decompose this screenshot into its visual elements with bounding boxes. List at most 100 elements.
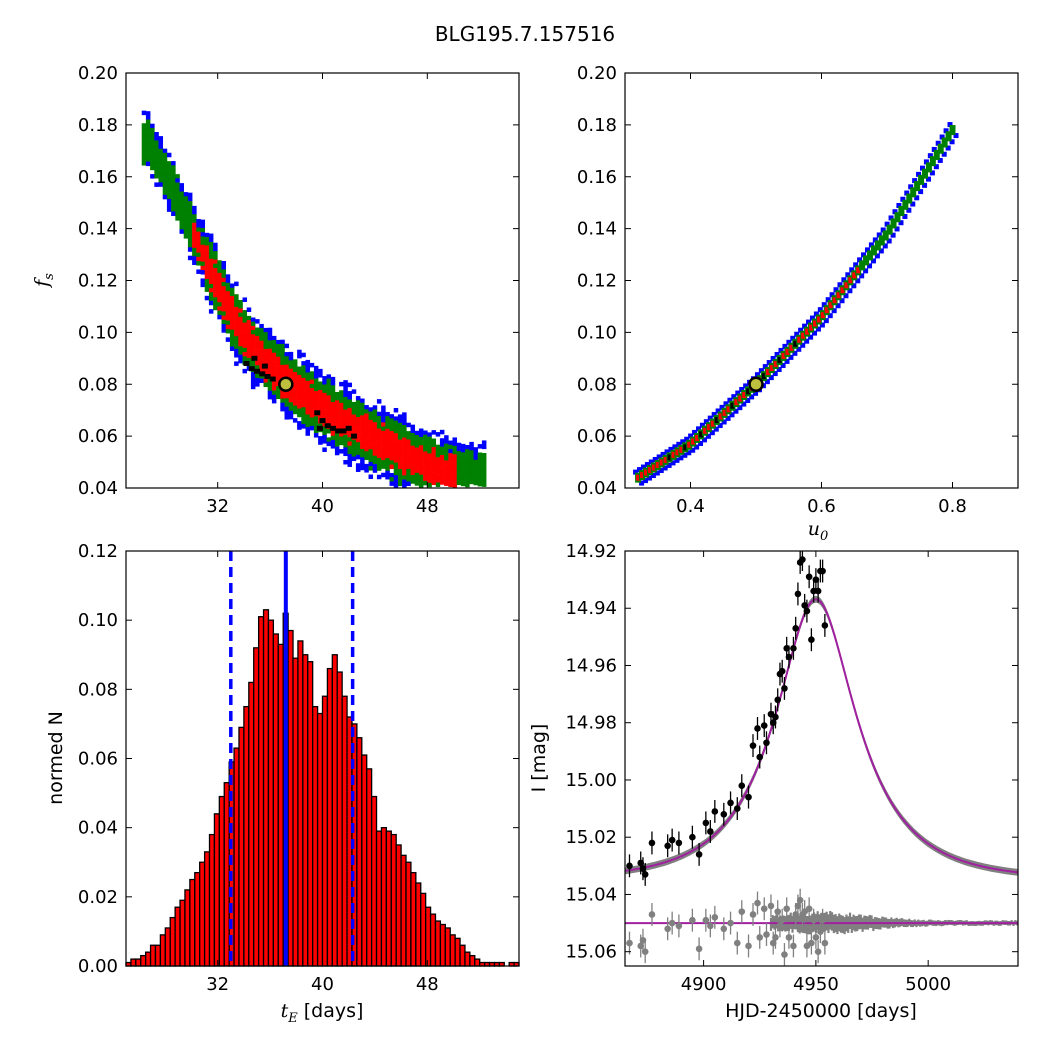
conf-cell-3sigma: [815, 326, 821, 332]
conf-cell-3sigma: [402, 420, 407, 426]
conf-cell-1sigma: [217, 285, 222, 290]
conf-cell-3sigma: [271, 394, 277, 400]
conf-cell-3sigma: [288, 410, 294, 416]
conf-cell-2sigma: [360, 402, 365, 408]
conf-cell-1sigma: [423, 468, 428, 473]
data-point: [781, 685, 788, 692]
hist-bar: [312, 705, 319, 967]
conf-cell-2sigma: [456, 480, 462, 486]
conf-cell-3sigma: [225, 278, 231, 284]
conf-cell-3sigma: [688, 433, 694, 439]
conf-cell-1sigma: [259, 357, 264, 363]
conf-cell-3sigma: [343, 380, 348, 385]
conf-cell-1sigma: [683, 444, 688, 451]
conf-cell-1sigma: [301, 390, 306, 395]
conf-cell-2sigma: [208, 292, 214, 297]
conf-cell-1sigma: [292, 376, 298, 381]
conf-cell-2sigma: [473, 472, 479, 477]
conf-cell-3sigma: [393, 483, 399, 489]
conf-cell-1sigma: [204, 266, 210, 271]
conf-cell-1sigma: [805, 328, 810, 335]
conf-cell-3sigma: [213, 246, 218, 252]
conf-cell-1sigma: [418, 462, 424, 467]
conf-cell-1sigma: [309, 379, 315, 385]
conf-cell-2sigma: [150, 140, 155, 145]
conf-cell-1sigma: [414, 455, 420, 461]
conf-cell-3sigma: [393, 407, 399, 413]
conf-cell-1sigma: [852, 272, 857, 279]
conf-cell-1sigma: [385, 453, 390, 459]
conf-cell-2sigma: [465, 457, 470, 463]
hist-bar: [135, 958, 142, 967]
residual-point: [812, 934, 820, 941]
conf-cell-2sigma: [162, 173, 168, 179]
conf-cell-3sigma: [309, 425, 315, 431]
hist-bar: [434, 920, 442, 967]
y-tick-label: 15.06: [565, 942, 617, 963]
conf-cell-2sigma: [276, 344, 281, 349]
conf-cell-1sigma: [250, 338, 256, 343]
conf-cell-3sigma: [670, 460, 676, 466]
conf-cell-3sigma: [452, 437, 458, 442]
conf-cell-1sigma: [647, 467, 652, 474]
conf-cell-3sigma: [876, 232, 882, 238]
conf-cell-2sigma: [187, 230, 193, 235]
conf-cell-1sigma: [385, 441, 390, 446]
hist-bar: [307, 661, 314, 967]
conf-cell-2sigma: [393, 470, 399, 476]
y-tick-label: 0.12: [577, 271, 617, 292]
conf-cell-1sigma: [238, 329, 243, 334]
conf-cell-1sigma: [263, 369, 269, 375]
conf-cell-1sigma: [309, 392, 315, 397]
conf-cell-3sigma: [741, 401, 747, 407]
conf-cell-2sigma: [886, 224, 893, 235]
conf-cell-3sigma: [297, 421, 302, 426]
conf-cell-2sigma: [477, 477, 483, 483]
conf-cell-2sigma: [444, 443, 449, 449]
conf-cell-1sigma: [326, 412, 332, 417]
conf-cell-1sigma: [347, 407, 353, 413]
conf-cell-3sigma: [301, 361, 306, 366]
conf-cell-2sigma: [364, 451, 369, 456]
conf-cell-1sigma: [309, 388, 315, 393]
conf-cell-2sigma: [171, 198, 176, 204]
y-tick-label: 0.10: [577, 322, 617, 343]
conf-cell-1sigma: [292, 397, 298, 402]
conf-cell-3sigma: [753, 390, 759, 396]
conf-cell-2sigma: [313, 420, 319, 425]
conf-cell-2sigma: [242, 347, 248, 353]
conf-cell-1sigma: [334, 404, 340, 410]
conf-cell-3sigma: [313, 370, 319, 375]
conf-cell-1sigma: [246, 328, 252, 333]
conf-cell-1sigma: [322, 409, 327, 415]
conf-cell-1sigma: [301, 403, 306, 408]
conf-cell-3sigma: [192, 205, 197, 211]
conf-cell-2sigma: [175, 186, 180, 192]
conf-cell-3sigma: [452, 441, 458, 447]
conf-cell-1sigma: [781, 352, 786, 359]
conf-cell-1sigma: [234, 327, 239, 333]
conf-cell-1sigma: [746, 388, 751, 395]
x-tick-label: 0.4: [676, 496, 705, 517]
conf-cell-1sigma: [381, 430, 386, 436]
conf-cell-2sigma: [187, 234, 193, 240]
conf-cell-3sigma: [385, 470, 390, 476]
conf-cell-3sigma: [778, 347, 784, 353]
conf-cell-3sigma: [250, 384, 256, 390]
hist-bar: [321, 695, 329, 967]
y-tick-label: 14.98: [565, 713, 617, 734]
conf-cell-3sigma: [292, 418, 298, 423]
conf-cell-1sigma: [334, 425, 340, 431]
conf-cell-2sigma: [460, 481, 466, 487]
conf-cell-3sigma: [397, 418, 403, 424]
conf-cell-3sigma: [158, 144, 164, 150]
conf-cell-1sigma: [213, 272, 218, 277]
conf-cell-1sigma: [824, 307, 829, 314]
conf-cell-2sigma: [894, 212, 901, 223]
conf-cell-3sigma: [330, 381, 336, 386]
data-point: [785, 653, 793, 661]
conf-cell-1sigma: [267, 352, 273, 358]
conf-cell-3sigma: [737, 405, 743, 411]
conf-cell-1sigma: [397, 443, 403, 449]
conf-cell-1sigma: [381, 434, 386, 440]
